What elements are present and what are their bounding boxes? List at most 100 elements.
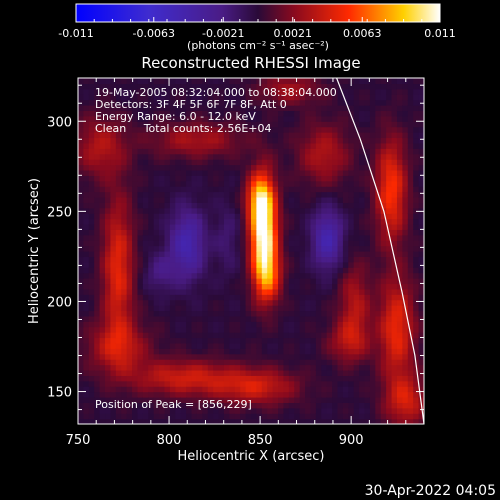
heatmap-cell — [180, 207, 187, 214]
heatmap-cell — [88, 191, 95, 198]
heatmap-cell — [245, 305, 252, 312]
heatmap-cell — [359, 137, 366, 144]
heatmap-cell — [218, 407, 225, 414]
heatmap-cell — [353, 105, 360, 112]
heatmap-cell — [256, 391, 263, 398]
heatmap-cell — [251, 278, 258, 285]
heatmap-cell — [299, 229, 306, 236]
heatmap-cell — [159, 402, 166, 409]
heatmap-cell — [261, 348, 268, 355]
heatmap-cell — [375, 245, 382, 252]
heatmap-cell — [375, 121, 382, 128]
heatmap-cell — [121, 369, 128, 376]
heatmap-cell — [83, 348, 90, 355]
heatmap-cell — [348, 169, 355, 176]
heatmap-cell — [115, 332, 122, 339]
heatmap-cell — [413, 418, 420, 424]
heatmap-cell — [348, 375, 355, 382]
heatmap-cell — [229, 169, 236, 176]
heatmap-cell — [132, 137, 139, 144]
heatmap-cell — [396, 321, 403, 328]
heatmap-cell — [159, 353, 166, 360]
heatmap-cell — [110, 126, 117, 133]
heatmap-cell — [175, 202, 182, 209]
heatmap-cell — [278, 175, 285, 182]
heatmap-cell — [267, 148, 274, 155]
heatmap-cell — [391, 186, 398, 193]
heatmap-cell — [315, 418, 322, 424]
heatmap-cell — [132, 126, 139, 133]
heatmap-cell — [261, 305, 268, 312]
heatmap-cell — [213, 196, 220, 203]
heatmap-cell — [88, 218, 95, 225]
heatmap-cell — [137, 115, 144, 122]
heatmap-cell — [245, 83, 252, 90]
heatmap-cell — [196, 218, 203, 225]
heatmap-cell — [169, 353, 176, 360]
heatmap-cell — [159, 126, 166, 133]
heatmap-cell — [413, 110, 420, 117]
heatmap-cell — [342, 305, 349, 312]
heatmap-cell — [369, 402, 376, 409]
heatmap-cell — [418, 375, 424, 382]
heatmap-cell — [283, 359, 290, 366]
heatmap-cell — [94, 359, 101, 366]
heatmap-cell — [78, 348, 85, 355]
heatmap-cell — [186, 342, 193, 349]
heatmap-cell — [380, 326, 387, 333]
heatmap-cell — [369, 142, 376, 149]
heatmap-cell — [223, 407, 230, 414]
heatmap-cell — [110, 132, 117, 139]
heatmap-cell — [418, 169, 424, 176]
heatmap-cell — [245, 342, 252, 349]
heatmap-cell — [207, 153, 214, 160]
heatmap-cell — [142, 321, 149, 328]
heatmap-cell — [175, 83, 182, 90]
heatmap-cell — [380, 261, 387, 268]
heatmap-cell — [299, 310, 306, 317]
heatmap-cell — [132, 380, 139, 387]
heatmap-cell — [348, 348, 355, 355]
heatmap-cell — [375, 272, 382, 279]
heatmap-cell — [137, 348, 144, 355]
heatmap-cell — [407, 369, 414, 376]
heatmap-cell — [267, 321, 274, 328]
heatmap-cell — [305, 369, 312, 376]
heatmap-cell — [315, 386, 322, 393]
heatmap-cell — [234, 315, 241, 322]
heatmap-cell — [137, 137, 144, 144]
heatmap-cell — [407, 402, 414, 409]
heatmap-cell — [418, 413, 424, 420]
heatmap-cell — [115, 353, 122, 360]
heatmap-cell — [256, 105, 263, 112]
heatmap-cell — [283, 121, 290, 128]
heatmap-cell — [137, 202, 144, 209]
heatmap-cell — [413, 413, 420, 420]
heatmap-cell — [256, 245, 263, 252]
heatmap-cell — [364, 315, 371, 322]
heatmap-cell — [148, 229, 155, 236]
heatmap-cell — [229, 240, 236, 247]
heatmap-cell — [369, 337, 376, 344]
heatmap-cell — [121, 110, 128, 117]
heatmap-cell — [137, 99, 144, 106]
heatmap-cell — [132, 169, 139, 176]
heatmap-cell — [240, 137, 247, 144]
heatmap-cell — [132, 213, 139, 220]
heatmap-cell — [115, 245, 122, 252]
heatmap-cell — [294, 283, 301, 290]
heatmap-cell — [142, 218, 149, 225]
heatmap-cell — [175, 164, 182, 171]
heatmap-cell — [99, 142, 106, 149]
heatmap-cell — [342, 386, 349, 393]
heatmap-cell — [413, 153, 420, 160]
heatmap-cell — [105, 288, 112, 295]
heatmap-cell — [418, 267, 424, 274]
heatmap-cell — [245, 137, 252, 144]
heatmap-cell — [283, 413, 290, 420]
heatmap-cell — [364, 110, 371, 117]
heatmap-cell — [234, 299, 241, 306]
heatmap-cell — [213, 213, 220, 220]
heatmap-cell — [402, 294, 409, 301]
heatmap-cell — [234, 148, 241, 155]
